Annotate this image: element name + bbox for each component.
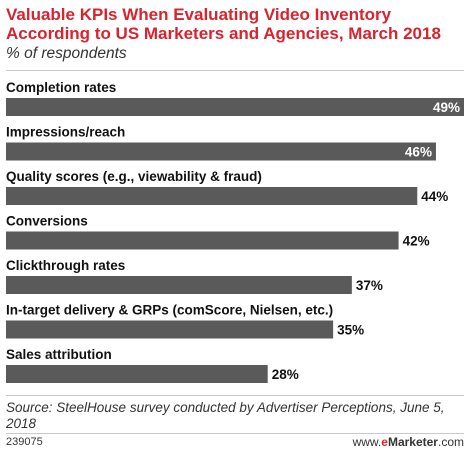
category-label: In-target delivery & GRPs (comScore, Nie…: [6, 303, 333, 318]
source-note: Source: SteelHouse survey conducted by A…: [6, 400, 445, 431]
chart-subtitle: % of respondents: [6, 45, 127, 62]
chart-id: 239075: [6, 436, 43, 448]
category-label: Sales attribution: [6, 347, 112, 362]
category-label: Completion rates: [6, 80, 116, 95]
top-divider: [6, 70, 464, 71]
value-label: 46%: [405, 145, 432, 160]
brand-name: Marketer: [387, 435, 438, 449]
bar: [6, 320, 334, 339]
brand-prefix: www.: [352, 435, 382, 449]
bar: [6, 142, 436, 161]
value-label: 37%: [356, 278, 383, 293]
category-label: Conversions: [6, 214, 88, 229]
bar: [6, 98, 464, 116]
value-label: 44%: [421, 189, 448, 204]
category-label: Impressions/reach: [6, 125, 125, 140]
value-label: 49%: [433, 100, 460, 115]
source-divider: [6, 395, 464, 396]
bar: [6, 231, 399, 250]
chart-title: Valuable KPIs When Evaluating Video Inve…: [6, 5, 441, 43]
value-label: 28%: [272, 367, 299, 382]
brand-suffix: .com: [437, 435, 464, 449]
brand-e: e: [381, 435, 388, 449]
bar: [6, 365, 268, 383]
footer-divider: [6, 433, 464, 434]
category-label: Quality scores (e.g., viewability & frau…: [6, 169, 262, 184]
value-label: 35%: [337, 323, 364, 338]
bar: [6, 276, 352, 294]
bar: [6, 187, 418, 205]
brand-link[interactable]: www.eMarketer.com: [353, 435, 464, 449]
category-label: Clickthrough rates: [6, 258, 125, 273]
value-label: 42%: [403, 234, 430, 249]
